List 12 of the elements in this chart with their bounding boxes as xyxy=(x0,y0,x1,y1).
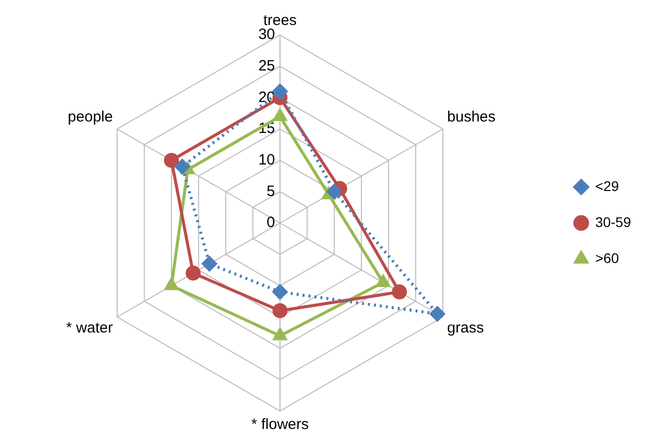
legend-label: <29 xyxy=(595,178,620,194)
y-tick-label: 25 xyxy=(258,57,275,74)
y-tick-label: 5 xyxy=(266,182,275,200)
spoke-label: bushes xyxy=(447,108,496,126)
y-tick-label: 0 xyxy=(266,214,275,232)
spoke-label: * flowers xyxy=(251,416,309,434)
spoke-label: grass xyxy=(447,320,484,337)
spoke-label: * water xyxy=(66,320,113,337)
legend-label: 30-59 xyxy=(595,214,632,230)
y-tick-label: 10 xyxy=(258,151,275,168)
legend-label: >60 xyxy=(595,250,620,266)
spoke-label: people xyxy=(68,108,113,126)
